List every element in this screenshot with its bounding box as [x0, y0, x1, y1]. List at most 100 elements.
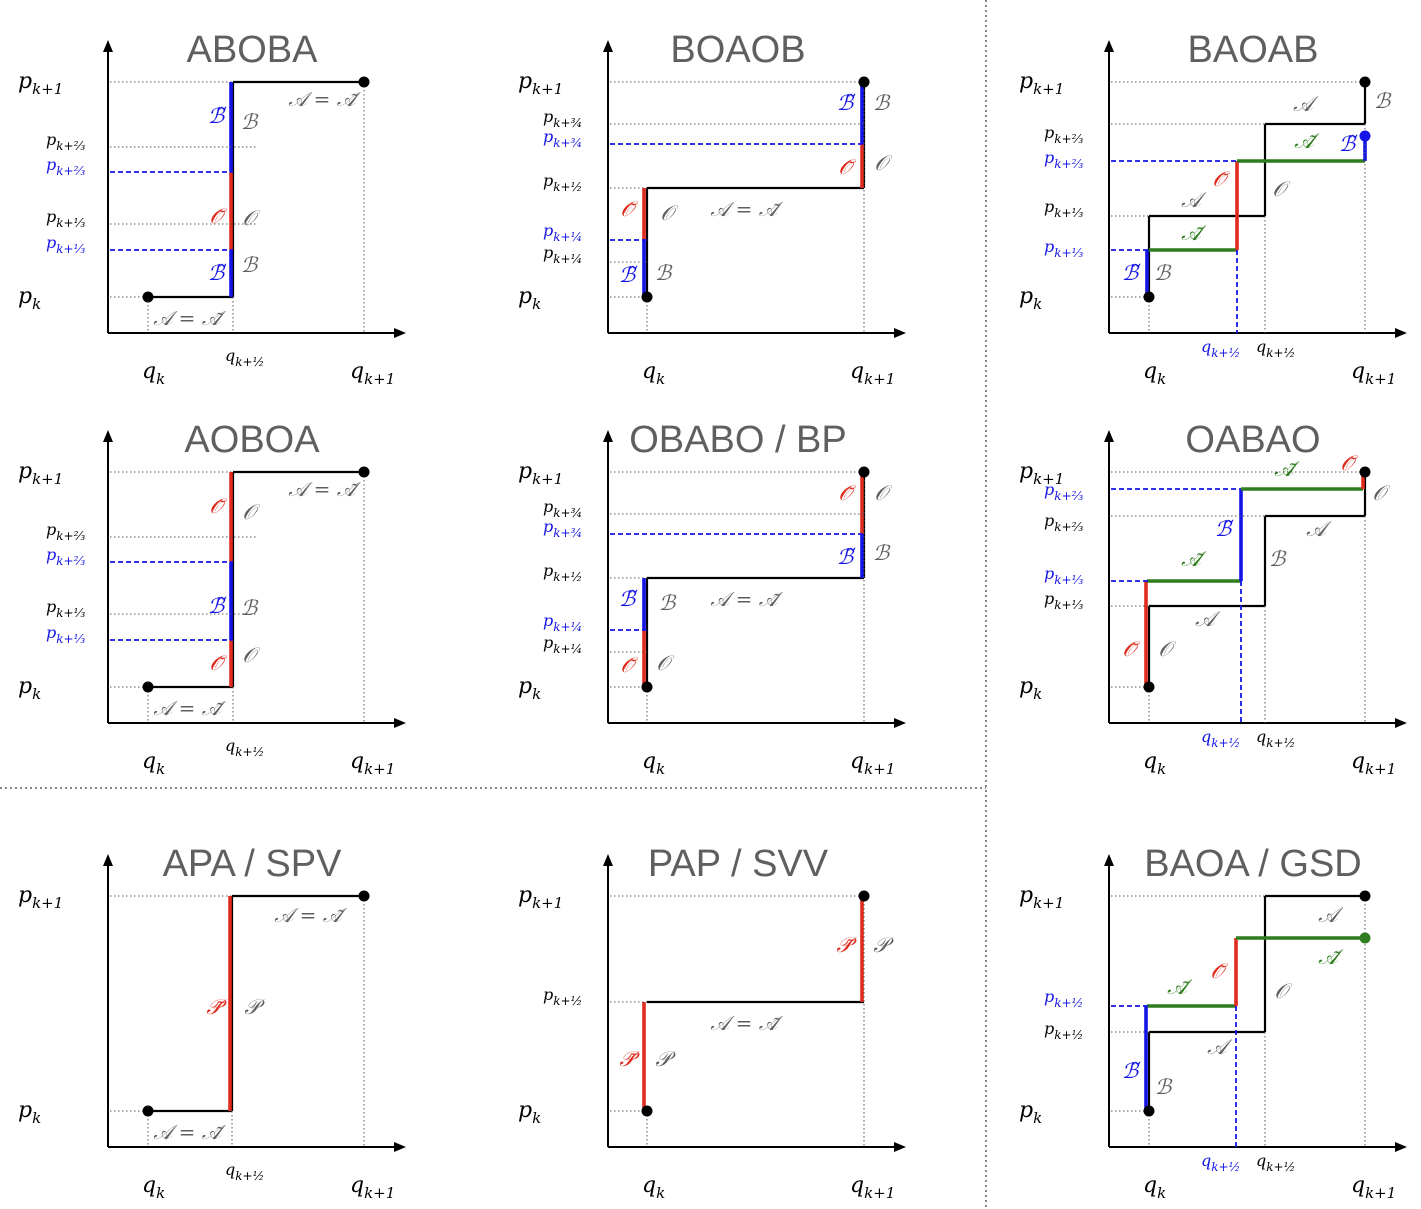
q-k-label-subscript: k [1157, 760, 1166, 778]
q-k-plus-1-label-subscript: k+1 [364, 760, 395, 778]
a-tilde-operator-lower: 𝒜̃ [1181, 547, 1207, 571]
p-three-quarters-numeric-label-subscript: k+¾ [553, 136, 582, 150]
q-k-label-base: q [642, 359, 656, 384]
p-k-plus-1-label-subscript: k+1 [32, 80, 63, 98]
y-axis-arrowhead [603, 430, 613, 442]
p-two-thirds-label-subscript: k+⅔ [1054, 520, 1083, 534]
p-k-label-base: p [18, 1098, 32, 1123]
q-k-label: qk [642, 749, 665, 778]
a-operator: 𝒜 [1293, 92, 1319, 116]
a-operator-upper: 𝒜 [1306, 517, 1332, 541]
o-operator: 𝒪 [1158, 637, 1176, 661]
p-k-plus-1-label: pk+1 [1019, 883, 1064, 912]
panel-title: AOBOA [184, 419, 320, 461]
p-two-thirds-label: pk+⅔ [1044, 123, 1084, 146]
q-k-plus-1-label-base: q [350, 359, 364, 384]
p-operator: 𝒫 [244, 995, 265, 1019]
p-one-third-numeric-label: pk+⅓ [1044, 564, 1084, 587]
start-point [142, 681, 154, 693]
x-axis-arrowhead [894, 718, 906, 728]
p-half-numeric-label-subscript: k+½ [1054, 996, 1083, 1010]
p-k-plus-1-label-subscript: k+1 [532, 470, 563, 488]
q-k-label-base: q [142, 1173, 156, 1198]
p-one-quarter-numeric-label: pk+¼ [543, 611, 582, 634]
q-k-plus-1-label-subscript: k+1 [864, 1184, 895, 1202]
left-lower-tilde-operator: ℬ̃ [619, 263, 639, 287]
panel-title: BAOAB [1188, 29, 1319, 71]
p-k-label: pk [18, 674, 41, 703]
q-half-label-base: q [225, 1160, 235, 1179]
q-half-numeric-label: qk+½ [1201, 337, 1240, 360]
q-k-plus-1-label-subscript: k+1 [1365, 1184, 1396, 1202]
lower-tilde-operator: ℬ̃ [208, 261, 228, 285]
lower-operator: 𝒪 [242, 643, 260, 667]
a-operator-lower: 𝒜 [1195, 607, 1221, 631]
p-three-quarters-numeric-label: pk+¾ [543, 517, 582, 540]
p-one-third-numeric-label-subscript: k+⅓ [56, 242, 85, 256]
end-point [358, 890, 370, 902]
p-k-plus-1-label-base: p [18, 883, 32, 908]
p-one-third-numeric-label-base: p [46, 623, 56, 642]
p-one-third-numeric-label-base: p [46, 233, 56, 252]
q-half-label: qk+½ [225, 1160, 264, 1183]
o-operator: 𝒪 [1274, 979, 1292, 1003]
p-half-label: pk+½ [543, 171, 582, 194]
q-k-label-base: q [1143, 359, 1157, 384]
q-k-plus-1-label-base: q [850, 749, 864, 774]
p-k-label-base: p [518, 1098, 532, 1123]
y-axis-arrowhead [103, 40, 113, 52]
p-one-third-label-subscript: k+⅓ [1054, 206, 1083, 220]
a-operator-upper: 𝒜 [1318, 903, 1344, 927]
x-axis-arrowhead [894, 328, 906, 338]
p-two-thirds-numeric-label-base: p [46, 155, 56, 174]
end-point [1359, 466, 1371, 478]
p-k-plus-1-label: pk+1 [18, 69, 63, 98]
p-one-third-numeric-label-subscript: k+⅓ [1054, 246, 1083, 260]
q-k-plus-1-label: qk+1 [1351, 359, 1396, 388]
p-k-label-base: p [1019, 284, 1033, 309]
q-k-label-subscript: k [1157, 370, 1166, 388]
q-k-label-base: q [142, 749, 156, 774]
p-k-label-subscript: k [532, 685, 541, 703]
b-operator: ℬ [1269, 547, 1287, 571]
right-upper-tilde-operator: 𝒪̃ [838, 481, 856, 505]
right-upper-operator: ℬ [873, 91, 891, 115]
p-k-plus-1-label-subscript: k+1 [32, 470, 63, 488]
q-half-label: qk+½ [225, 346, 264, 369]
q-half-numeric-label: qk+½ [1201, 727, 1240, 750]
start-point [1143, 291, 1155, 303]
p-one-quarter-numeric-label: pk+¼ [543, 221, 582, 244]
q-half-numeric-label-subscript: k+½ [1211, 346, 1240, 360]
q-k-plus-1-label: qk+1 [350, 749, 395, 778]
q-k-label: qk [142, 749, 165, 778]
q-half-label-base: q [225, 346, 235, 365]
y-axis-arrowhead [1104, 854, 1114, 866]
p-one-third-label: pk+⅓ [46, 597, 86, 620]
q-k-label-subscript: k [656, 760, 665, 778]
p-k-plus-1-label: pk+1 [518, 459, 563, 488]
left-p-operator: 𝒫 [655, 1047, 676, 1071]
p-k-label: pk [1019, 284, 1042, 313]
upper-operator: ℬ [241, 110, 259, 134]
p-k-label-subscript: k [32, 295, 41, 313]
x-axis-arrowhead [394, 328, 406, 338]
q-half-label-subscript: k+½ [235, 1169, 264, 1183]
left-lower-operator: 𝒪 [656, 651, 674, 675]
q-half-label-base: q [1256, 1151, 1266, 1170]
p-three-quarters-label: pk+¾ [543, 107, 582, 130]
p-half-label-subscript: k+½ [553, 994, 582, 1008]
x-axis-arrowhead [394, 1142, 406, 1152]
p-one-third-numeric-label: pk+⅓ [1044, 237, 1084, 260]
p-half-label: pk+½ [1044, 1019, 1083, 1042]
q-half-numeric-label-subscript: k+½ [1211, 736, 1240, 750]
p-one-quarter-label-subscript: k+¼ [553, 642, 582, 656]
p-one-third-label-base: p [1044, 589, 1054, 608]
p-one-third-label-subscript: k+⅓ [56, 606, 85, 620]
a-tilde-operator-lower: 𝒜̃ [1181, 221, 1207, 245]
b-operator-upper: ℬ [1374, 89, 1392, 113]
p-two-thirds-label: pk+⅔ [1044, 511, 1084, 534]
right-p-operator: 𝒫 [873, 933, 894, 957]
